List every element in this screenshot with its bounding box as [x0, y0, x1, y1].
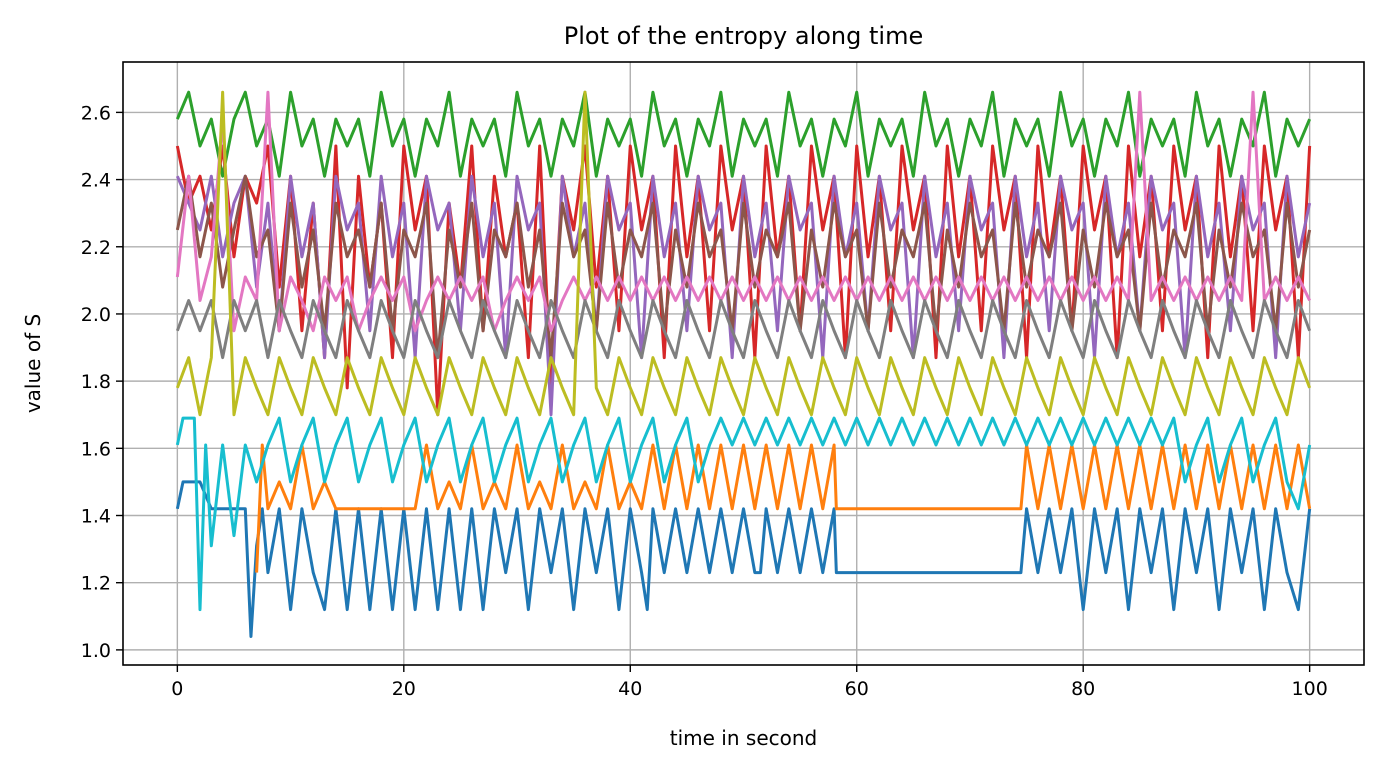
- series-line-6: [175, 174, 1312, 360]
- x-tick-label: 80: [1071, 678, 1095, 700]
- series-line-7: [175, 90, 1312, 333]
- x-axis-label: time in second: [670, 726, 817, 750]
- y-tick-label: 2.4: [81, 170, 111, 192]
- series-line-2: [255, 443, 1312, 573]
- series-line-9: [175, 90, 1312, 417]
- y-tick-label: 1.8: [81, 371, 111, 393]
- series-line-3: [175, 90, 1312, 178]
- series-lines: [175, 90, 1312, 638]
- y-tick-label: 1.2: [81, 573, 111, 595]
- chart-title: Plot of the entropy along time: [564, 22, 923, 50]
- series-line-1: [175, 480, 1312, 638]
- x-tick-label: 0: [171, 678, 183, 700]
- y-tick-label: 2.6: [81, 102, 111, 124]
- x-tick-label: 40: [618, 678, 642, 700]
- x-tick-label: 20: [392, 678, 416, 700]
- y-tick-label: 1.4: [81, 506, 111, 528]
- y-axis-label: value of S: [21, 314, 45, 413]
- x-tick-label: 100: [1292, 678, 1328, 700]
- y-tick-label: 2.0: [81, 304, 111, 326]
- y-tick-label: 1.0: [81, 640, 111, 662]
- y-tick-label: 1.6: [81, 438, 111, 460]
- plot-frame: [122, 61, 1365, 666]
- axis-ticks: 0 20 40 60 80 100 1.0 1.2 1.4 1.6 1.8 2.0 2.2 2.4 2.6: [81, 102, 1328, 700]
- series-line-5: [175, 174, 1312, 417]
- series-line-8: [175, 299, 1312, 360]
- series-line-10: [175, 416, 1312, 612]
- y-tick-label: 2.2: [81, 237, 111, 259]
- x-tick-label: 60: [845, 678, 869, 700]
